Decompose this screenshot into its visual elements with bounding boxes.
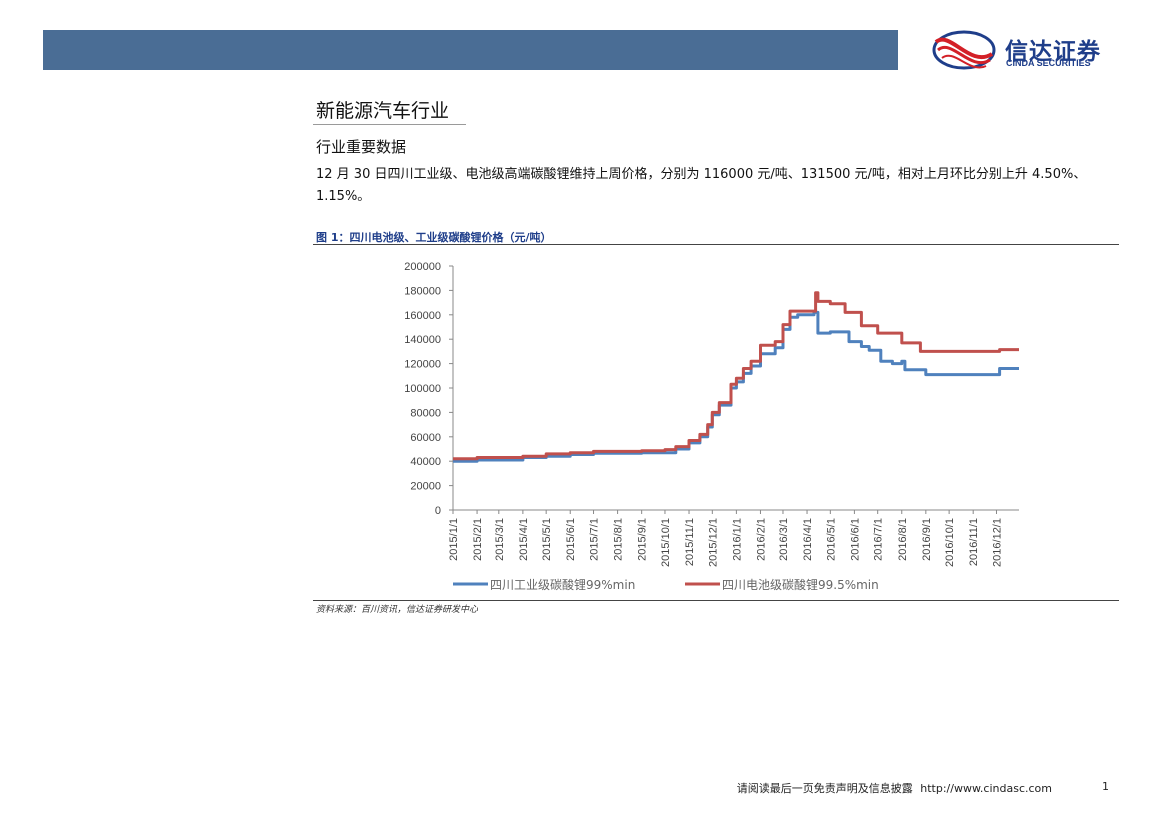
series-line-2 bbox=[453, 291, 1019, 461]
section-divider bbox=[313, 124, 466, 125]
x-tick-label: 2016/8/1 bbox=[897, 518, 909, 561]
x-tick-label: 2015/4/1 bbox=[518, 518, 530, 561]
legend-label-2: 四川电池级碳酸锂99.5%min bbox=[722, 577, 879, 592]
footer-url[interactable]: http://www.cindasc.com bbox=[920, 782, 1052, 795]
footer: 请阅读最后一页免责声明及信息披露 http://www.cindasc.com bbox=[733, 780, 1052, 796]
y-tick-label: 20000 bbox=[410, 481, 441, 493]
x-tick-label: 2015/9/1 bbox=[637, 518, 649, 561]
x-tick-label: 2015/10/1 bbox=[660, 518, 672, 567]
x-tick-label: 2015/1/1 bbox=[448, 518, 460, 561]
x-tick-label: 2015/2/1 bbox=[472, 518, 484, 561]
body-paragraph: 12 月 30 日四川工业级、电池级高端碳酸锂维持上周价格，分别为 116000… bbox=[316, 167, 1087, 204]
y-tick-label: 60000 bbox=[410, 432, 441, 444]
figure-caption: 图 1：四川电池级、工业级碳酸锂价格（元/吨） bbox=[316, 231, 552, 244]
legend-label-1: 四川工业级碳酸锂99%min bbox=[490, 577, 635, 592]
lithium-price-chart: 0 20000 40000 60000 80000 100000 120000 140000 1… bbox=[404, 261, 1019, 592]
y-tick-label: 0 bbox=[435, 505, 441, 517]
y-tick-label: 100000 bbox=[404, 383, 441, 395]
y-tick-label: 160000 bbox=[404, 310, 441, 322]
x-tick-label: 2016/4/1 bbox=[802, 518, 814, 561]
logo-english-text: CINDA SECURITIES bbox=[1006, 58, 1091, 68]
x-tick-label: 2016/7/1 bbox=[873, 518, 885, 561]
y-tick-label: 120000 bbox=[404, 359, 441, 371]
x-tick-label: 2015/8/1 bbox=[613, 518, 625, 561]
series-line-1 bbox=[453, 310, 1019, 463]
x-tick-label: 2016/10/1 bbox=[944, 518, 956, 567]
x-tick-label: 2015/6/1 bbox=[565, 518, 577, 561]
x-tick-label: 2016/1/1 bbox=[731, 518, 743, 561]
x-tick-label: 2015/12/1 bbox=[707, 518, 719, 567]
cinda-logo: 信达证券 CINDA SECURITIES bbox=[930, 28, 1140, 72]
x-tick-label: 2016/6/1 bbox=[849, 518, 861, 561]
x-tick-label: 2015/7/1 bbox=[589, 518, 601, 561]
y-tick-label: 180000 bbox=[404, 285, 441, 297]
y-tick-label: 40000 bbox=[410, 456, 441, 468]
logo-chinese-text: 信达证券 bbox=[1005, 39, 1101, 65]
y-tick-label: 80000 bbox=[410, 407, 441, 419]
section-title: 新能源汽车行业 bbox=[316, 100, 450, 122]
figure-source: 资料来源：百川资讯，信达证券研发中心 bbox=[316, 605, 479, 615]
x-tick-label: 2015/11/1 bbox=[684, 518, 696, 566]
figure-bottom-rule bbox=[313, 600, 1119, 601]
y-tick-label: 200000 bbox=[404, 261, 441, 273]
x-tick-label: 2016/2/1 bbox=[755, 518, 767, 561]
x-tick-label: 2016/5/1 bbox=[825, 518, 837, 561]
x-tick-label: 2016/9/1 bbox=[921, 518, 933, 561]
y-tick-label: 140000 bbox=[404, 334, 441, 346]
x-tick-label: 2016/11/1 bbox=[968, 518, 980, 566]
x-tick-label: 2016/3/1 bbox=[778, 518, 790, 561]
header-bar bbox=[43, 30, 898, 70]
x-tick-label: 2015/3/1 bbox=[494, 518, 506, 561]
x-tick-label: 2015/5/1 bbox=[541, 518, 553, 561]
cinda-logo-mark bbox=[932, 30, 996, 70]
section-subtitle: 行业重要数据 bbox=[316, 138, 407, 156]
page-number: 1 bbox=[1102, 780, 1109, 793]
x-tick-label: 2016/12/1 bbox=[991, 518, 1003, 567]
footer-disclaimer: 请阅读最后一页免责声明及信息披露 bbox=[736, 782, 913, 795]
figure-top-rule bbox=[313, 244, 1119, 245]
